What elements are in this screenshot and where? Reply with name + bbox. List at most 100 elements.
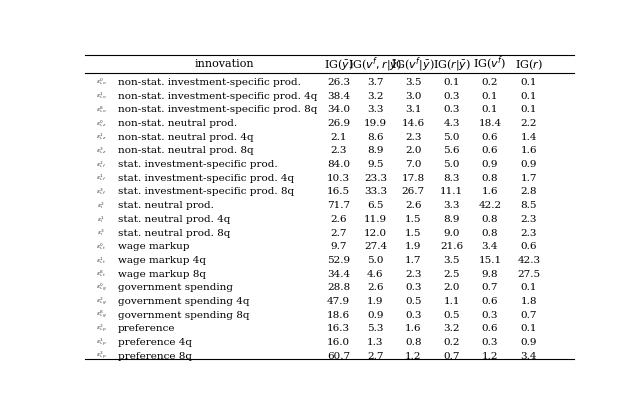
Text: $\varepsilon^3_{i,p}$: $\varepsilon^3_{i,p}$ (96, 350, 107, 362)
Text: $\varepsilon^0_{i,t}$: $\varepsilon^0_{i,t}$ (96, 242, 107, 252)
Text: 8.9: 8.9 (444, 215, 460, 224)
Text: 1.1: 1.1 (444, 297, 460, 306)
Text: 0.5: 0.5 (405, 297, 422, 306)
Text: 3.0: 3.0 (405, 92, 422, 101)
Text: $\varepsilon^8_{i,o}$: $\varepsilon^8_{i,o}$ (96, 105, 107, 115)
Text: 2.7: 2.7 (331, 228, 347, 238)
Text: government spending: government spending (118, 283, 233, 292)
Text: IG($v^f,r|\bar{y}$): IG($v^f,r|\bar{y}$) (349, 55, 403, 74)
Text: stat. investment-specific prod.: stat. investment-specific prod. (118, 160, 277, 169)
Text: 7.0: 7.0 (405, 160, 422, 169)
Text: 8.9: 8.9 (367, 146, 384, 156)
Text: 52.9: 52.9 (327, 256, 350, 265)
Text: 2.6: 2.6 (331, 215, 347, 224)
Text: 18.6: 18.6 (327, 311, 350, 320)
Text: 1.7: 1.7 (521, 174, 537, 183)
Text: stat. investment-specific prod. 4q: stat. investment-specific prod. 4q (118, 174, 294, 183)
Text: 0.2: 0.2 (444, 338, 460, 347)
Text: 0.1: 0.1 (482, 105, 498, 114)
Text: 3.2: 3.2 (367, 92, 384, 101)
Text: 42.2: 42.2 (478, 201, 502, 210)
Text: $\varepsilon^3_{i,z}$: $\varepsilon^3_{i,z}$ (96, 146, 107, 156)
Text: $\varepsilon^8_{i,g}$: $\varepsilon^8_{i,g}$ (96, 309, 107, 321)
Text: 3.5: 3.5 (444, 256, 460, 265)
Text: 2.5: 2.5 (444, 270, 460, 279)
Text: 0.7: 0.7 (521, 311, 537, 320)
Text: 60.7: 60.7 (327, 352, 350, 361)
Text: stat. neutral prod. 8q: stat. neutral prod. 8q (118, 228, 230, 238)
Text: IG($r$): IG($r$) (515, 57, 543, 72)
Text: $\varepsilon^1_{i,o}$: $\varepsilon^1_{i,o}$ (96, 91, 107, 101)
Text: 5.0: 5.0 (367, 256, 384, 265)
Text: 2.0: 2.0 (444, 283, 460, 292)
Text: 19.9: 19.9 (364, 119, 387, 128)
Text: $\varepsilon^1_{i}$: $\varepsilon^1_{i}$ (97, 214, 105, 225)
Text: wage markup: wage markup (118, 242, 189, 251)
Text: non-stat. investment-specific prod. 4q: non-stat. investment-specific prod. 4q (118, 92, 317, 101)
Text: 1.4: 1.4 (521, 133, 537, 142)
Text: 84.0: 84.0 (327, 160, 350, 169)
Text: 71.7: 71.7 (327, 201, 350, 210)
Text: 27.4: 27.4 (364, 242, 387, 251)
Text: 0.3: 0.3 (482, 338, 498, 347)
Text: $\varepsilon^1_{i,z}$: $\varepsilon^1_{i,z}$ (96, 132, 107, 142)
Text: $\varepsilon^2_{i,g}$: $\varepsilon^2_{i,g}$ (96, 295, 107, 307)
Text: 0.6: 0.6 (482, 297, 498, 306)
Text: non-stat. neutral prod. 4q: non-stat. neutral prod. 4q (118, 133, 253, 142)
Text: $\varepsilon^3_{i,f}$: $\varepsilon^3_{i,f}$ (96, 187, 107, 197)
Text: 0.9: 0.9 (521, 160, 537, 169)
Text: 34.0: 34.0 (327, 105, 350, 114)
Text: 0.1: 0.1 (482, 92, 498, 101)
Text: 0.1: 0.1 (521, 324, 537, 334)
Text: 0.3: 0.3 (405, 283, 422, 292)
Text: 2.2: 2.2 (521, 119, 537, 128)
Text: stat. neutral prod.: stat. neutral prod. (118, 201, 213, 210)
Text: 3.7: 3.7 (367, 78, 384, 87)
Text: non-stat. investment-specific prod.: non-stat. investment-specific prod. (118, 78, 301, 87)
Text: $\varepsilon^0_{i,o}$: $\varepsilon^0_{i,o}$ (96, 77, 107, 87)
Text: 0.3: 0.3 (444, 92, 460, 101)
Text: 0.6: 0.6 (521, 242, 537, 251)
Text: 2.3: 2.3 (331, 146, 347, 156)
Text: IG($v^f|\bar{y}$): IG($v^f|\bar{y}$) (392, 55, 435, 74)
Text: 0.3: 0.3 (482, 311, 498, 320)
Text: 23.3: 23.3 (364, 174, 387, 183)
Text: 5.6: 5.6 (444, 146, 460, 156)
Text: 0.9: 0.9 (521, 338, 537, 347)
Text: 16.5: 16.5 (327, 188, 350, 196)
Text: 1.3: 1.3 (367, 338, 384, 347)
Text: 1.5: 1.5 (405, 215, 422, 224)
Text: 0.6: 0.6 (482, 146, 498, 156)
Text: 28.8: 28.8 (327, 283, 350, 292)
Text: 0.1: 0.1 (521, 78, 537, 87)
Text: 1.5: 1.5 (405, 228, 422, 238)
Text: IG($v^f$): IG($v^f$) (473, 55, 507, 73)
Text: 9.0: 9.0 (444, 228, 460, 238)
Text: 0.1: 0.1 (521, 92, 537, 101)
Text: 2.7: 2.7 (367, 352, 384, 361)
Text: 1.6: 1.6 (405, 324, 422, 334)
Text: 0.8: 0.8 (482, 215, 498, 224)
Text: non-stat. neutral prod.: non-stat. neutral prod. (118, 119, 237, 128)
Text: $\varepsilon^1_{i,f}$: $\varepsilon^1_{i,f}$ (96, 173, 107, 183)
Text: 9.7: 9.7 (331, 242, 347, 251)
Text: IG($\bar{y}$): IG($\bar{y}$) (323, 57, 354, 72)
Text: 0.2: 0.2 (482, 78, 498, 87)
Text: 2.3: 2.3 (405, 270, 422, 279)
Text: IG($r|\bar{y}$): IG($r|\bar{y}$) (433, 57, 471, 72)
Text: $\varepsilon^8_{i,t}$: $\varepsilon^8_{i,t}$ (96, 269, 107, 279)
Text: 9.8: 9.8 (482, 270, 498, 279)
Text: 6.5: 6.5 (367, 201, 384, 210)
Text: 0.1: 0.1 (521, 283, 537, 292)
Text: preference 8q: preference 8q (118, 352, 192, 361)
Text: 3.4: 3.4 (521, 352, 537, 361)
Text: 47.9: 47.9 (327, 297, 350, 306)
Text: innovation: innovation (195, 59, 255, 69)
Text: 1.2: 1.2 (482, 352, 498, 361)
Text: wage markup 4q: wage markup 4q (118, 256, 206, 265)
Text: 2.8: 2.8 (521, 188, 537, 196)
Text: $\varepsilon^2_{i,p}$: $\varepsilon^2_{i,p}$ (96, 323, 107, 335)
Text: 8.3: 8.3 (444, 174, 460, 183)
Text: 2.3: 2.3 (521, 215, 537, 224)
Text: 0.5: 0.5 (444, 311, 460, 320)
